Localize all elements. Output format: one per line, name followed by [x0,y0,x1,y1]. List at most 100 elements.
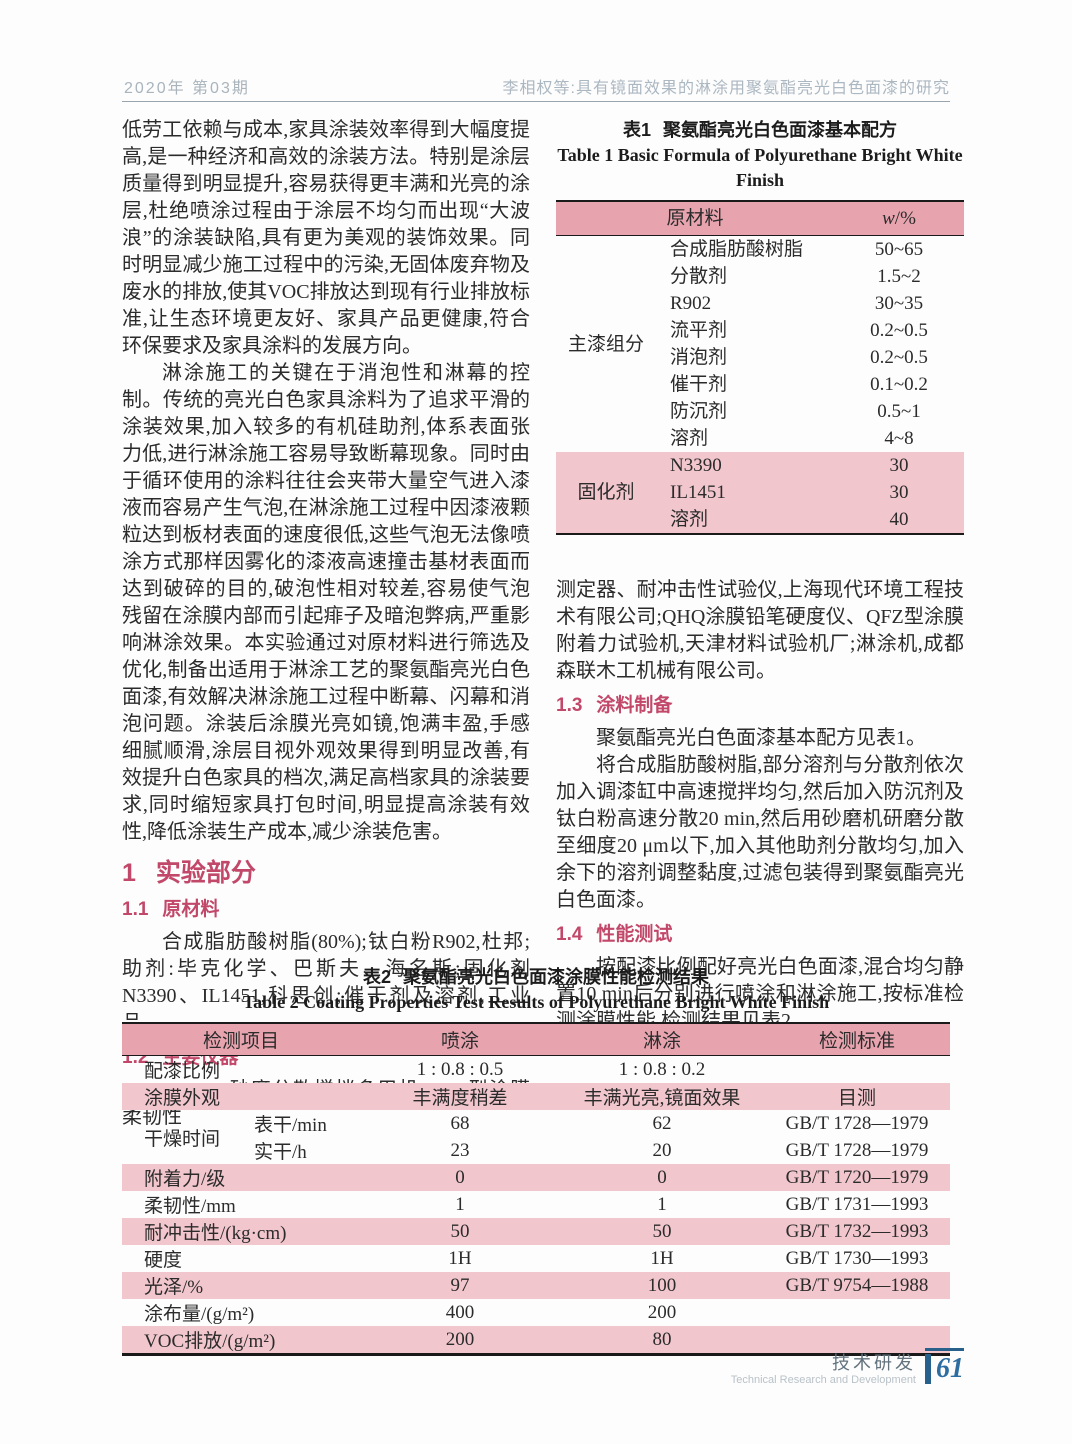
table-header-row: 原材料 w/% [556,201,964,236]
item-label-cell: VOC排放/(g/m²) [122,1326,361,1355]
standard-cell: GB/T 1728—1979 [785,1112,929,1134]
results-table-block: 表2 聚氨酯亮光白色面漆涂膜性能检测结果 Table 2 Coating Prop… [122,964,950,1356]
material-cell: R902 [670,293,712,314]
left-column: 低劳工依赖与成本,家具涂装效率得到大幅度提高,是一种经济和高效的涂装方法。特别是… [122,117,530,1131]
curtain-value-cell: 200 [647,1301,677,1323]
section-heading-1-1: 1.1 原材料 [122,898,530,922]
paragraph-prep-intro: 聚氨酯亮光白色面漆基本配方见表1。 [596,727,926,749]
standard-cell: GB/T 1732—1993 [764,1218,950,1245]
material-cell: 催干剂 [670,374,728,395]
table2-caption-cn: 表2 聚氨酯亮光白色面漆涂膜性能检测结果 [122,964,950,990]
spray-value-cell: 50 [360,1218,561,1245]
table-row: IL1451 30 [556,479,964,506]
material-cell: 防沉剂 [670,401,728,422]
sub-item-cell: 实干/h [254,1142,307,1163]
table2-caption-text: 聚氨酯亮光白色面漆涂膜性能检测结果 [403,967,709,987]
section-heading-1: 1 实验部分 [122,858,530,888]
material-cell: 溶剂 [656,506,835,534]
curtain-value-cell: 1 : 0.8 : 0.2 [618,1058,706,1080]
paragraph-prep-process: 将合成脂肪酸树脂,部分溶剂与分散剂依次加入调漆缸中高速搅拌均匀,然后加入防沉剂及… [556,754,964,911]
spray-value-cell: 23 [450,1139,470,1161]
paragraph-continued: 低劳工依赖与成本,家具涂装效率得到大幅度提高,是一种经济和高效的涂装方法。特别是… [122,119,530,357]
curtain-value-cell: 62 [652,1112,672,1134]
item-label-cell: 柔韧性/mm [144,1196,236,1217]
value-cell: 30 [834,479,964,506]
spray-value-cell: 68 [450,1112,470,1134]
table1-caption-number: 表1 [622,120,651,140]
issue-label: 2020年 第03期 [124,80,250,97]
standard-cell: GB/T 1731—1993 [785,1193,929,1215]
sub-item-cell: 表干/min [254,1115,327,1136]
table2-caption-en: Table 2 Coating Properties Test Results … [242,992,830,1012]
header-cell-curtain: 淋涂 [560,1023,765,1056]
footer-bar [925,1354,931,1384]
value-cell: 4~8 [884,428,914,449]
curtain-value-cell: 1 [657,1193,667,1215]
standard-cell [764,1326,950,1355]
material-cell: 分散剂 [670,266,728,287]
right-column: 表1 聚氨酯亮光白色面漆基本配方 Table 1 Basic Formula of… [556,117,964,1035]
item-label-cell: 涂膜外观 [122,1083,361,1110]
section-title: 原材料 [162,899,220,920]
table-row: 耐冲击性/(kg·cm) 50 50 GB/T 1732—1993 [122,1218,950,1245]
table-row: 硬度 1H 1H GB/T 1730—1993 [122,1245,950,1272]
spray-value-cell: 1H [448,1247,472,1269]
footer-label-en: Technical Research and Development [730,1374,916,1386]
material-cell: 合成脂肪酸树脂 [670,239,804,260]
material-cell: IL1451 [656,479,835,506]
header-rule [122,101,950,102]
value-cell: 40 [834,506,964,534]
table-row: VOC排放/(g/m²) 200 80 [122,1326,950,1355]
material-cell: 消泡剂 [670,347,728,368]
standard-cell [764,1299,950,1326]
header-cell-spray: 喷涂 [360,1023,561,1056]
curtain-value-cell: 0 [560,1164,765,1191]
table-row: 主漆组分 合成脂肪酸树脂 50~65 [556,236,964,355]
spray-value-cell: 0 [360,1164,561,1191]
item-label-cell: 涂布量/(g/m²) [144,1304,255,1325]
table-row: 柔韧性/mm 1 1 GB/T 1731—1993 [122,1191,950,1218]
curtain-value-cell: 80 [560,1326,765,1355]
table-row: 涂布量/(g/m²) 400 200 [122,1299,950,1326]
group-label-cell: 主漆组分 [567,333,644,355]
curtain-value-cell: 50 [560,1218,765,1245]
curtain-value-cell: 100 [560,1272,765,1299]
spray-value-cell: 丰满度稍差 [360,1083,561,1110]
header-cell-w: w/% [834,201,964,236]
table-row: 实干/h 23 20 GB/T 1728—1979 [122,1137,950,1164]
paragraph-intro: 淋涂施工的关键在于消泡性和淋幕的控制。传统的亮光白色家具涂料为了追求平滑的涂装效… [122,362,530,843]
table2-caption-number: 表2 [362,967,391,987]
spray-value-cell: 1 : 0.8 : 0.5 [416,1058,504,1080]
group-label-cell: 固化剂 [556,452,656,534]
material-cell: 流平剂 [670,320,728,341]
standard-cell [764,1056,950,1084]
table1-caption-text: 聚氨酯亮光白色面漆基本配方 [663,120,897,140]
table-row: R902 30~35 [556,290,964,317]
material-cell: 溶剂 [670,428,709,449]
value-cell: 0.5~1 [877,401,921,422]
paragraph-materials: 合成脂肪酸树脂(80%);钛白粉R902,杜邦;助剂:毕克化学、巴斯夫、海名斯;… [122,931,530,1034]
section-heading-1-3: 1.3 涂料制备 [556,694,964,718]
spray-value-cell: 200 [360,1326,561,1355]
item-label-cell: 配漆比例 [144,1061,221,1082]
table-row: 配漆比例 1 : 0.8 : 0.5 1 : 0.8 : 0.2 [122,1056,950,1084]
value-cell: 0.1~0.2 [870,374,928,395]
section-title: 实验部分 [155,859,256,887]
header-cell-item: 检测项目 [122,1023,361,1056]
spray-value-cell: 400 [445,1301,475,1323]
curtain-value-cell: 20 [652,1139,672,1161]
table-row: 光泽/% 97 100 GB/T 9754—1988 [122,1272,950,1299]
page-footer: 技术研发 Technical Research and Development … [731,1348,964,1388]
footer-page-mark: 61 [925,1348,964,1384]
page-number: 61 [936,1353,964,1384]
paragraph-instruments-cont: 测定器、耐冲击性试验仪,上海现代环境工程技术有限公司;QHQ涂膜铅笔硬度仪、QF… [556,579,964,682]
curtain-value-cell: 1H [650,1247,674,1269]
section-title: 涂料制备 [596,695,673,716]
value-cell: 0.2~0.5 [870,347,928,368]
table-row: 涂膜外观 丰满度稍差 丰满光亮,镜面效果 目测 [122,1083,950,1110]
curtain-value-cell: 丰满光亮,镜面效果 [560,1083,765,1110]
item-label-cell: 附着力/级 [122,1164,361,1191]
section-number: 1.3 [556,695,583,716]
section-title: 性能测试 [596,924,673,945]
section-heading-1-4: 1.4 性能测试 [556,923,964,947]
